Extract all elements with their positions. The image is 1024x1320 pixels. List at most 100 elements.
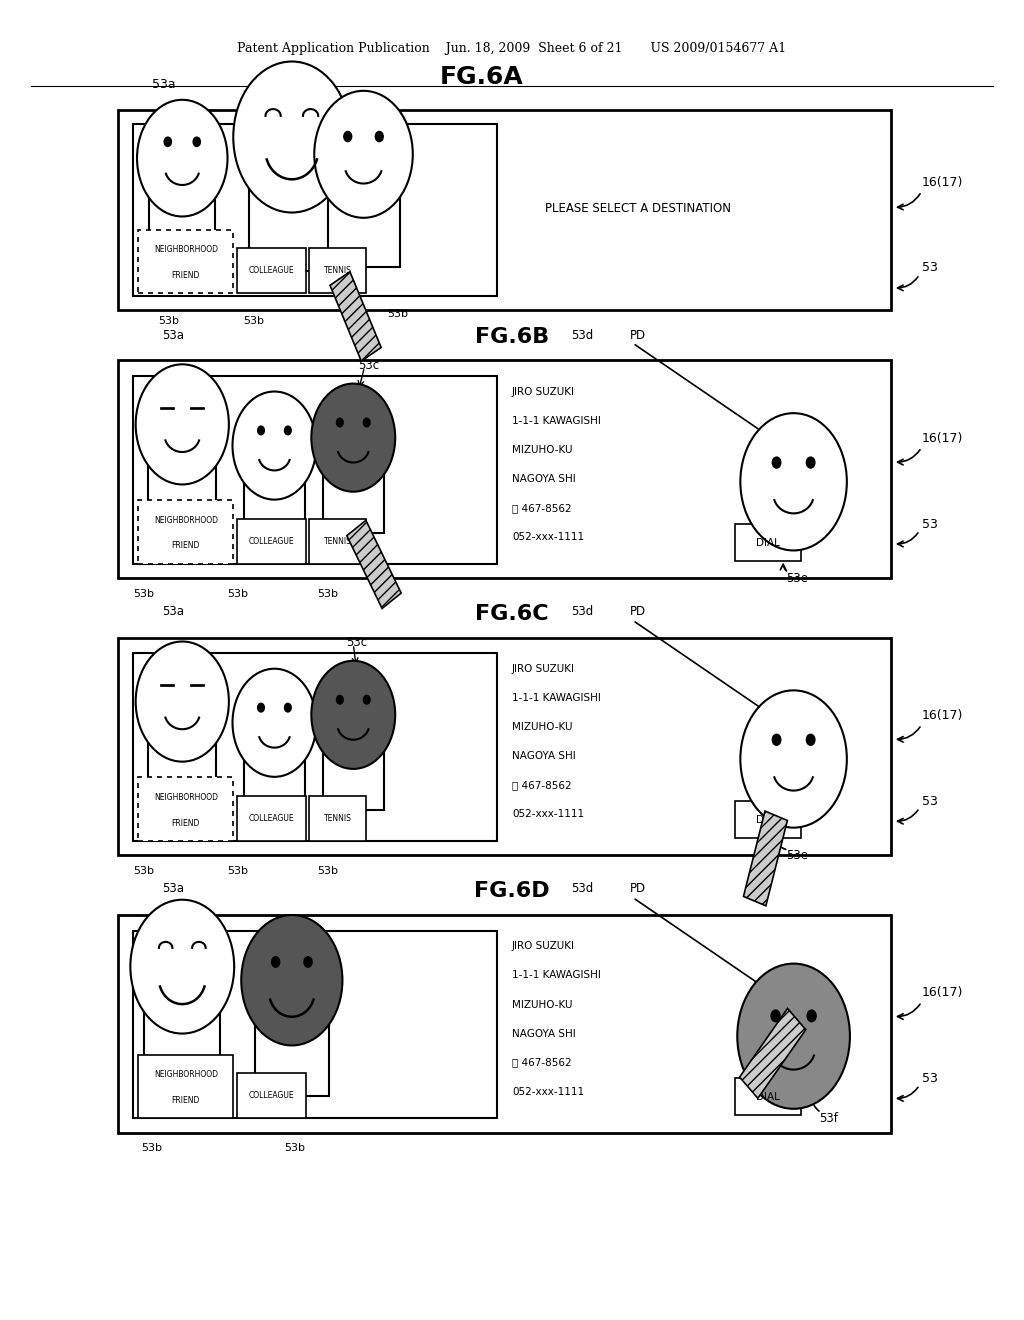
Circle shape <box>737 964 850 1109</box>
Text: Patent Application Publication    Jun. 18, 2009  Sheet 6 of 21       US 2009/015: Patent Application Publication Jun. 18, … <box>238 42 786 55</box>
Text: DIAL: DIAL <box>756 814 780 825</box>
Text: 16(17): 16(17) <box>922 986 963 999</box>
Circle shape <box>771 1010 780 1022</box>
Circle shape <box>337 696 343 704</box>
Text: 〒 467-8562: 〒 467-8562 <box>512 1057 571 1068</box>
Text: MIZUHO-KU: MIZUHO-KU <box>512 445 572 455</box>
Polygon shape <box>743 810 787 906</box>
Bar <box>144 1008 220 1085</box>
Bar <box>244 756 305 818</box>
Bar <box>328 193 399 267</box>
Circle shape <box>344 132 351 141</box>
Circle shape <box>271 957 280 968</box>
Bar <box>735 1078 801 1115</box>
Circle shape <box>740 413 847 550</box>
Text: MIZUHO-KU: MIZUHO-KU <box>512 999 572 1010</box>
Text: JIRO SUZUKI: JIRO SUZUKI <box>512 941 575 952</box>
Text: 53b: 53b <box>159 315 179 326</box>
Text: 1-1-1 KAWAGISHI: 1-1-1 KAWAGISHI <box>512 693 601 704</box>
Text: 052-xxx-1111: 052-xxx-1111 <box>512 532 584 543</box>
Text: PD: PD <box>630 329 646 342</box>
Circle shape <box>258 426 264 434</box>
Bar <box>118 110 891 310</box>
Text: JIRO SUZUKI: JIRO SUZUKI <box>512 387 575 397</box>
Circle shape <box>740 690 847 828</box>
Circle shape <box>364 418 370 426</box>
Text: 53b: 53b <box>227 866 248 876</box>
Circle shape <box>364 696 370 704</box>
Text: 53a: 53a <box>162 605 183 618</box>
Text: TENNIS: TENNIS <box>324 814 351 822</box>
Bar <box>309 248 366 293</box>
Text: 53: 53 <box>922 795 938 808</box>
Circle shape <box>135 642 229 762</box>
Text: DIAL: DIAL <box>756 1092 780 1102</box>
Text: PD: PD <box>630 605 646 618</box>
Bar <box>237 1073 306 1118</box>
Bar <box>133 376 497 564</box>
Bar <box>138 777 233 841</box>
Text: 53e: 53e <box>786 849 808 862</box>
Circle shape <box>137 100 227 216</box>
Circle shape <box>311 661 395 768</box>
Polygon shape <box>739 1008 806 1098</box>
Text: 052-xxx-1111: 052-xxx-1111 <box>512 1086 584 1097</box>
Circle shape <box>130 900 234 1034</box>
Text: 〒 467-8562: 〒 467-8562 <box>512 503 571 513</box>
Bar <box>118 915 891 1133</box>
Circle shape <box>164 137 171 147</box>
Text: 1-1-1 KAWAGISHI: 1-1-1 KAWAGISHI <box>512 416 601 426</box>
Text: COLLEAGUE: COLLEAGUE <box>249 537 294 545</box>
Bar <box>118 360 891 578</box>
Text: FG.6A: FG.6A <box>439 65 523 88</box>
Text: 53b: 53b <box>227 589 248 599</box>
Text: 53d: 53d <box>571 882 594 895</box>
Text: FRIEND: FRIEND <box>172 1096 200 1105</box>
Bar <box>148 462 216 531</box>
Circle shape <box>258 704 264 711</box>
Bar <box>133 931 497 1118</box>
Circle shape <box>135 364 229 484</box>
Bar <box>133 124 497 296</box>
Text: COLLEAGUE: COLLEAGUE <box>249 267 294 275</box>
Text: TENNIS: TENNIS <box>324 267 351 275</box>
Bar <box>323 748 384 810</box>
Circle shape <box>772 734 781 746</box>
Bar <box>148 739 216 808</box>
Text: NAGOYA SHI: NAGOYA SHI <box>512 1028 575 1039</box>
Bar <box>255 1020 329 1096</box>
Circle shape <box>285 704 291 711</box>
Text: 53c: 53c <box>346 636 368 649</box>
Text: 53b: 53b <box>285 1143 305 1154</box>
Text: 16(17): 16(17) <box>922 709 963 722</box>
Text: NEIGHBORHOOD: NEIGHBORHOOD <box>154 246 218 255</box>
Text: 53a: 53a <box>162 882 183 895</box>
Text: FG.6C: FG.6C <box>475 603 549 624</box>
Bar <box>735 801 801 838</box>
Text: 53b: 53b <box>317 866 338 876</box>
Circle shape <box>311 384 395 491</box>
Text: 53: 53 <box>922 517 938 531</box>
Bar <box>244 479 305 541</box>
Text: 16(17): 16(17) <box>922 176 963 189</box>
Circle shape <box>232 392 316 500</box>
Text: NAGOYA SHI: NAGOYA SHI <box>512 474 575 484</box>
Circle shape <box>304 957 312 968</box>
Text: FRIEND: FRIEND <box>172 271 200 280</box>
Polygon shape <box>347 520 401 609</box>
Text: FG.6D: FG.6D <box>474 880 550 902</box>
Circle shape <box>376 132 383 141</box>
Text: 53b: 53b <box>141 1143 163 1154</box>
Text: 1-1-1 KAWAGISHI: 1-1-1 KAWAGISHI <box>512 970 601 981</box>
Text: 53a: 53a <box>162 329 183 342</box>
Text: NEIGHBORHOOD: NEIGHBORHOOD <box>154 516 218 525</box>
Text: FG.6B: FG.6B <box>475 326 549 347</box>
Bar <box>138 500 233 564</box>
Text: 53b: 53b <box>133 866 154 876</box>
Polygon shape <box>330 272 381 362</box>
Circle shape <box>806 734 815 746</box>
Circle shape <box>242 915 342 1045</box>
Circle shape <box>285 426 291 434</box>
Bar <box>237 519 306 564</box>
Circle shape <box>314 91 413 218</box>
